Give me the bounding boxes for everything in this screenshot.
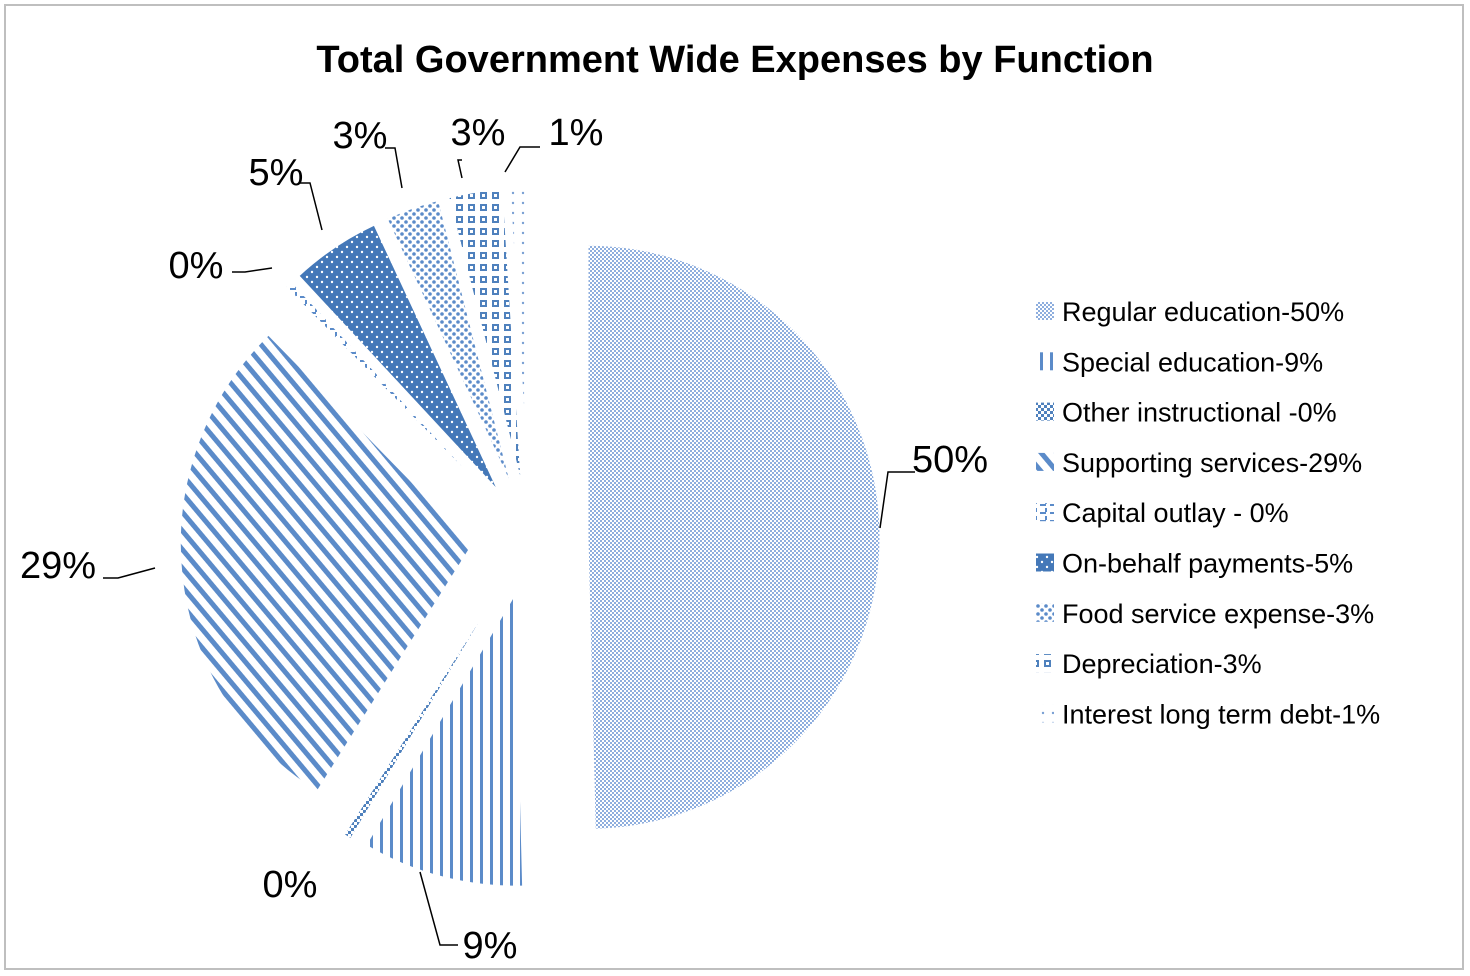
leader-lines — [103, 146, 915, 946]
pie-slice — [587, 244, 881, 830]
pie-slice — [365, 592, 524, 887]
data-label: 5% — [249, 152, 304, 194]
leader-line — [232, 267, 273, 273]
pie-slice — [179, 334, 473, 793]
data-label: 3% — [333, 115, 388, 157]
pie-slice — [509, 187, 529, 481]
legend-label: Depreciation-3% — [1062, 649, 1262, 679]
pie-slices — [179, 187, 881, 887]
legend-label: On-behalf payments-5% — [1062, 549, 1353, 579]
leader-line — [385, 147, 403, 189]
legend-swatch — [1036, 553, 1054, 572]
legend-label: Food service expense-3% — [1062, 599, 1374, 629]
legend-swatch — [1036, 603, 1054, 622]
legend-swatch — [1036, 402, 1054, 421]
pie-slice — [386, 199, 511, 484]
legend-swatch — [1036, 654, 1054, 673]
chart-title: Total Government Wide Expenses by Functi… — [316, 39, 1153, 81]
pie-slice — [343, 587, 501, 840]
data-label: 1% — [549, 112, 604, 154]
data-label: 0% — [169, 245, 224, 287]
legend-swatch — [1036, 704, 1054, 723]
leader-line — [300, 182, 323, 231]
legend-label: Other instructional -0% — [1062, 398, 1337, 428]
data-labels: 50% 9% 0% 29% 0% 5% 3% 3% 1% — [20, 112, 988, 967]
leader-line — [504, 146, 540, 173]
legend-label: Regular education-50% — [1062, 297, 1344, 327]
legend-label: Interest long term debt-1% — [1062, 699, 1380, 729]
legend-swatch — [1036, 452, 1054, 471]
pie-slice — [298, 224, 499, 491]
data-label: 9% — [463, 925, 518, 967]
legend-swatch — [1036, 352, 1054, 371]
data-label: 3% — [451, 112, 506, 154]
data-label: 0% — [263, 864, 318, 906]
legend-swatch — [1036, 503, 1054, 522]
pie-slice — [448, 188, 522, 481]
legend-label: Special education-9% — [1062, 347, 1323, 377]
data-label: 50% — [912, 439, 988, 481]
pie-slice — [285, 281, 491, 497]
leader-line — [879, 471, 915, 529]
leader-line — [419, 871, 458, 946]
leader-line — [103, 567, 156, 579]
legend: Regular education-50% Special education-9… — [1036, 297, 1380, 729]
legend-label: Supporting services-29% — [1062, 448, 1362, 478]
leader-line — [457, 159, 463, 179]
data-label: 29% — [20, 545, 96, 587]
legend-swatch — [1036, 302, 1054, 320]
legend-label: Capital outlay - 0% — [1062, 498, 1289, 528]
